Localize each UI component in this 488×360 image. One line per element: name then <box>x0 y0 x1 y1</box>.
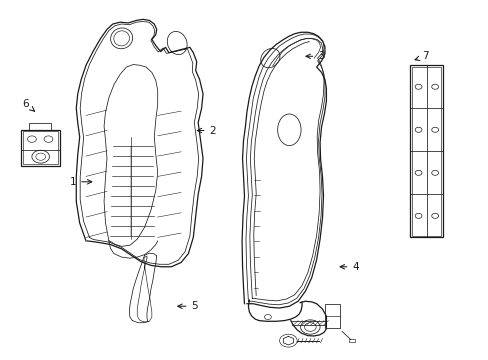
Text: 7: 7 <box>414 51 428 61</box>
Text: 1: 1 <box>69 177 92 187</box>
Text: 2: 2 <box>197 126 216 135</box>
Text: 4: 4 <box>340 262 358 272</box>
Text: 5: 5 <box>177 301 198 311</box>
Text: 3: 3 <box>305 51 324 61</box>
Text: 6: 6 <box>22 99 35 111</box>
